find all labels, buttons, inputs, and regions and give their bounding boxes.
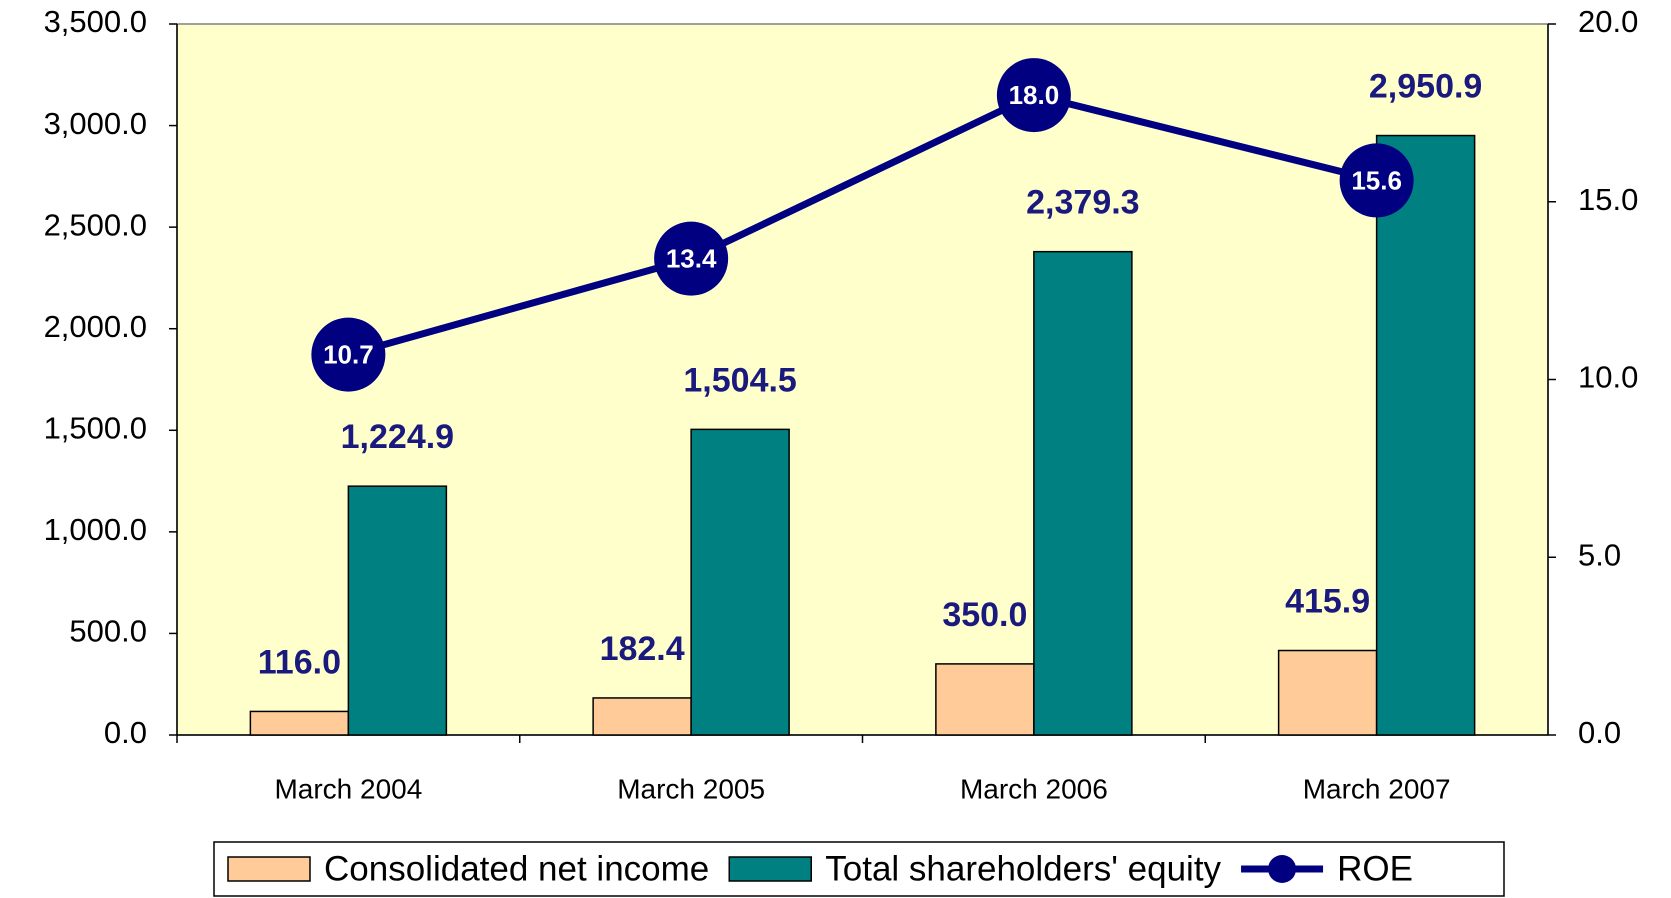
x-tick-label: March 2007 [1303, 773, 1451, 804]
data-label: 1,224.9 [341, 418, 454, 456]
data-label: 10.7 [323, 339, 374, 369]
data-label: 2,950.9 [1369, 68, 1482, 106]
y2-tick-label: 10.0 [1578, 360, 1638, 395]
legend-swatch-marker [1268, 855, 1297, 883]
x-tick-label: March 2006 [960, 773, 1108, 804]
legend-swatch [227, 856, 311, 882]
data-label: 18.0 [1009, 80, 1060, 110]
y2-tick-label: 15.0 [1578, 182, 1638, 217]
y2-tick-label: 5.0 [1578, 537, 1621, 572]
bar [690, 428, 790, 736]
data-label: 116.0 [258, 643, 341, 681]
y-tick-label: 3,500.0 [44, 4, 147, 39]
y-tick-label: 3,000.0 [44, 106, 147, 141]
data-label: 2,379.3 [1026, 184, 1139, 222]
data-label: 350.0 [942, 596, 1027, 634]
bar [249, 710, 350, 736]
bar [347, 485, 448, 736]
data-label: 182.4 [600, 630, 685, 668]
line-marker [311, 317, 386, 392]
data-label: 1,504.5 [683, 361, 796, 399]
y2-tick-label: 20.0 [1578, 4, 1638, 39]
line-marker [654, 221, 729, 296]
bar [1375, 134, 1476, 736]
y-tick-label: 2,000.0 [44, 309, 147, 344]
bar [1033, 250, 1133, 736]
legend-label: Total shareholders' equity [825, 849, 1221, 888]
y-tick-label: 2,500.0 [44, 207, 147, 242]
line-marker [996, 58, 1071, 133]
x-tick-label: March 2005 [617, 773, 765, 804]
y-tick-label: 500.0 [69, 614, 147, 649]
bar [592, 697, 692, 736]
y2-tick-label: 0.0 [1578, 715, 1621, 750]
x-tick-label: March 2004 [274, 773, 422, 804]
line-marker [1339, 143, 1414, 218]
y-tick-label: 1,500.0 [44, 410, 147, 445]
data-label: 415.9 [1285, 582, 1370, 620]
line [347, 91, 1378, 358]
bar [1277, 649, 1378, 736]
legend-swatch [728, 856, 812, 882]
bar [935, 663, 1035, 736]
legend-label: Consolidated net income [324, 849, 709, 888]
y-tick-label: 1,000.0 [44, 512, 147, 547]
legend-label: ROE [1337, 849, 1413, 888]
data-label: 13.4 [666, 244, 717, 274]
data-label: 15.6 [1351, 165, 1402, 195]
y-tick-label: 0.0 [104, 715, 147, 750]
